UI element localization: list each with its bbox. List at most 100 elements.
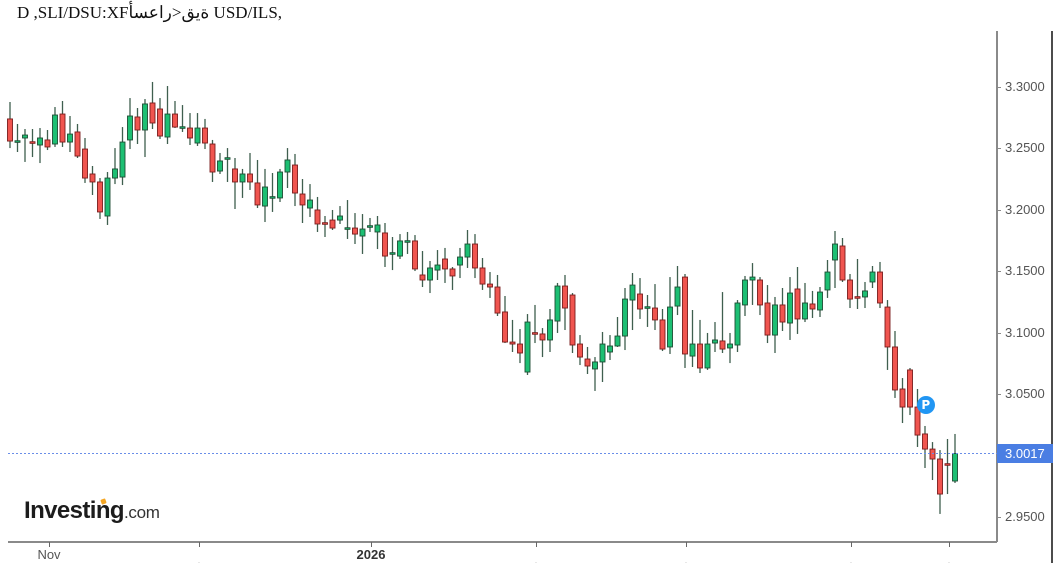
candle [862, 281, 868, 309]
candle [779, 287, 786, 331]
candle [629, 273, 636, 331]
candle [97, 178, 103, 219]
candle [764, 285, 771, 344]
candle [442, 247, 448, 283]
candle [472, 234, 478, 279]
candle [277, 168, 283, 202]
candle [697, 319, 703, 374]
candle [652, 284, 658, 331]
candle [434, 250, 441, 281]
candle [577, 335, 583, 366]
candle [172, 101, 178, 129]
candle [82, 137, 88, 183]
candle [119, 127, 126, 186]
candle [314, 196, 321, 232]
candle [854, 259, 861, 310]
candle [817, 287, 823, 317]
candle [719, 292, 726, 353]
candle [929, 442, 936, 481]
candle [322, 216, 328, 238]
candle [637, 278, 643, 319]
candle [599, 331, 606, 382]
candle [217, 152, 223, 174]
x-axis-label: . [534, 556, 538, 565]
x-axis-label: . [947, 556, 951, 565]
candle [412, 235, 418, 272]
candle [157, 98, 163, 139]
candle [584, 346, 591, 375]
candle [802, 282, 808, 323]
candle [22, 129, 28, 162]
candle [847, 273, 853, 309]
chart-title: D ,SLI/DSU:XFأسعار>قية USD/ILS, [17, 3, 283, 22]
candle [674, 266, 681, 316]
x-axis-label: . [684, 556, 688, 565]
y-axis-label: 3.2000 [1005, 201, 1045, 217]
candle [292, 153, 298, 207]
event-marker-p-icon[interactable]: P [916, 395, 935, 414]
axes [8, 31, 1053, 563]
x-axis-label: . [849, 556, 853, 565]
candle [179, 105, 186, 132]
candle [562, 274, 568, 331]
candle [592, 357, 598, 391]
candle [232, 158, 238, 209]
candle [127, 98, 133, 150]
candle [359, 214, 366, 254]
candle [224, 148, 231, 182]
candle [44, 130, 51, 151]
candle [689, 309, 696, 367]
candle [877, 261, 883, 309]
y-axis-label: 3.2500 [1005, 140, 1045, 156]
candle [907, 367, 913, 416]
candle [104, 172, 111, 225]
candle [337, 206, 343, 224]
logo-wordmark: Investing [24, 497, 125, 524]
candle [712, 322, 718, 353]
candle [659, 309, 666, 352]
candle [344, 200, 351, 239]
candle [922, 425, 928, 468]
y-axis-label: 3.0500 [1005, 386, 1045, 402]
candle [869, 266, 876, 288]
candle [164, 86, 171, 145]
candle [37, 128, 43, 164]
candle [569, 293, 576, 353]
candle [427, 260, 433, 294]
candle [239, 168, 246, 198]
candle [202, 118, 208, 150]
candle [682, 273, 688, 368]
candle [502, 295, 508, 344]
candle [614, 316, 621, 347]
candle [142, 99, 148, 158]
candle [134, 108, 141, 145]
candle [479, 258, 486, 290]
candle [374, 216, 381, 250]
candle [299, 179, 306, 224]
candle [794, 266, 801, 334]
candle [397, 234, 403, 260]
candle [734, 300, 741, 353]
candle [937, 450, 943, 514]
candle [547, 309, 553, 353]
candle [7, 101, 13, 149]
logo-suffix: .com [123, 503, 160, 522]
candle [667, 277, 673, 354]
investing-logo[interactable]: Investing.com [24, 497, 160, 525]
candle [419, 251, 426, 288]
candle [194, 113, 201, 146]
candle [254, 159, 261, 209]
candle [839, 237, 846, 282]
candle [742, 275, 748, 317]
candle [389, 237, 396, 271]
candle [494, 274, 501, 317]
candle [524, 314, 531, 375]
y-axis-label: 2.9500 [1005, 509, 1045, 524]
candle [404, 231, 411, 254]
candle [367, 217, 373, 232]
candlestick-series [7, 81, 958, 514]
candle [269, 173, 276, 212]
candle [449, 266, 456, 290]
candle [704, 332, 711, 370]
